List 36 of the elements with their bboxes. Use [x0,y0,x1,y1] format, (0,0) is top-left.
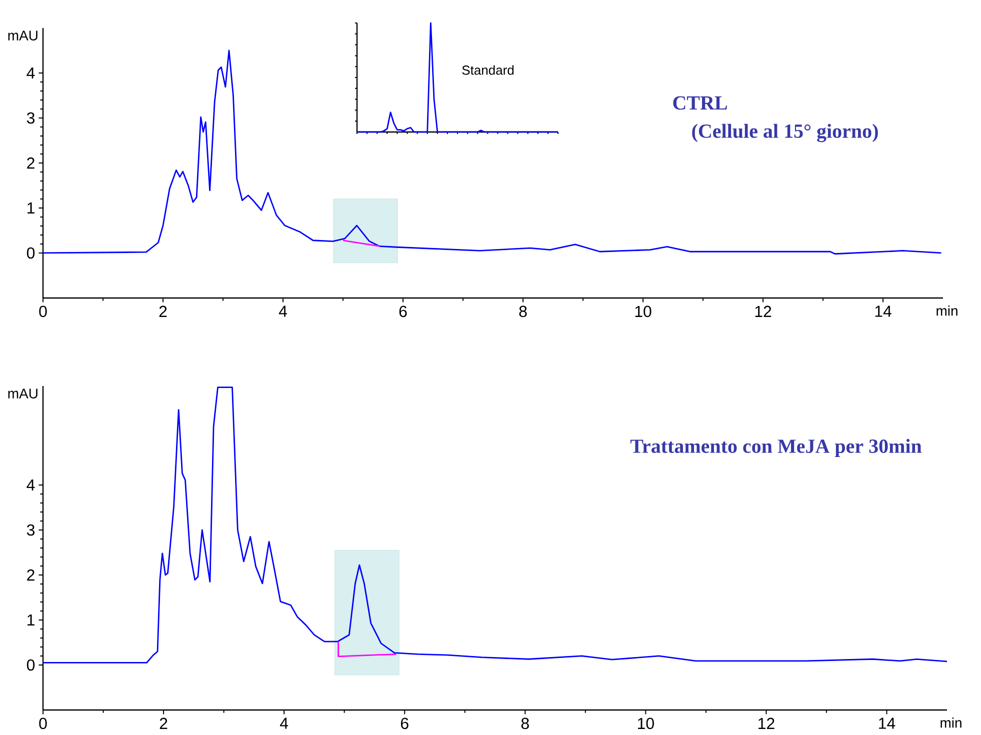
text: (Cellule al 15° giorno) [692,124,878,142]
y-tick-label: 3 [26,112,34,124]
y-tick-label: 2 [27,569,34,581]
x-tick-label: 2 [160,718,168,729]
x-tick-label: 6 [400,718,408,730]
y-tick-label: 0 [26,247,35,259]
x-tick-label: 10 [635,306,652,318]
y-tick-label: 1 [28,202,34,214]
x-tick-label: 4 [280,718,288,729]
y-tick-label: 1 [28,614,34,626]
x-tick-label: 2 [159,306,167,317]
x-tick-label: 6 [399,306,407,318]
y-axis-title: mAU [8,388,38,398]
x-tick-label: 12 [758,718,774,729]
x-tick-label: 8 [519,306,527,318]
y-tick-label: 4 [26,479,35,490]
x-tick-label: 14 [879,718,896,729]
text: Trattamento con MeJA per 30min [630,438,922,458]
x-tick-label: 10 [638,718,654,730]
line-series [42,386,948,664]
y-tick-label: 0 [26,659,35,671]
y-tick-label: 2 [27,157,34,169]
x-tick-label: 12 [755,306,772,317]
x-axis-title: min [936,306,958,316]
y-tick-label: 4 [26,67,35,78]
text: CTRL [673,96,727,110]
y-tick-label: 3 [26,524,34,536]
x-axis-title: min [940,718,962,728]
x-tick-label: 8 [521,718,529,730]
line-series [42,50,942,255]
x-tick-label: 4 [278,306,287,317]
x-tick-label: 0 [39,306,47,318]
text: Standard [462,65,514,75]
y-axis-title: mAU [8,30,38,40]
x-tick-label: 0 [39,718,47,730]
x-tick-label: 14 [875,306,892,317]
